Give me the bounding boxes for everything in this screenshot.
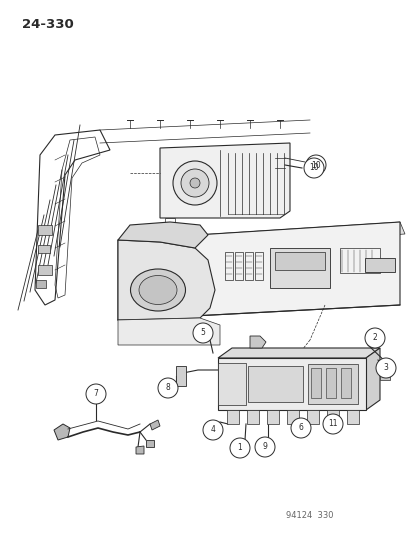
Bar xyxy=(224,252,233,280)
Polygon shape xyxy=(249,336,266,348)
Bar xyxy=(38,245,50,253)
Bar xyxy=(310,368,320,398)
Bar xyxy=(307,364,357,404)
Bar xyxy=(274,252,324,270)
Text: 11: 11 xyxy=(328,419,337,429)
Bar xyxy=(364,258,394,272)
Bar xyxy=(379,368,389,380)
Circle shape xyxy=(202,420,223,440)
Ellipse shape xyxy=(130,269,185,311)
Bar xyxy=(266,410,278,424)
Bar xyxy=(326,410,338,424)
Circle shape xyxy=(322,414,342,434)
Circle shape xyxy=(190,178,199,188)
Text: 9: 9 xyxy=(262,442,267,451)
Bar xyxy=(38,225,52,235)
Text: 10: 10 xyxy=(311,160,320,169)
Bar xyxy=(254,252,262,280)
Text: 5: 5 xyxy=(200,328,205,337)
Text: 2: 2 xyxy=(372,334,377,343)
Bar xyxy=(218,358,365,410)
Bar xyxy=(286,410,298,424)
Polygon shape xyxy=(118,318,219,345)
Text: 10: 10 xyxy=(309,164,318,173)
Text: 4: 4 xyxy=(210,425,215,434)
Circle shape xyxy=(290,418,310,438)
Bar xyxy=(235,252,242,280)
Text: 7: 7 xyxy=(93,390,98,399)
Bar xyxy=(36,280,46,288)
Circle shape xyxy=(180,169,209,197)
Text: 8: 8 xyxy=(165,384,170,392)
Text: 6: 6 xyxy=(298,424,303,432)
Polygon shape xyxy=(365,348,379,410)
Bar xyxy=(306,410,318,424)
Bar xyxy=(38,265,52,275)
Polygon shape xyxy=(118,240,214,320)
Polygon shape xyxy=(118,222,404,252)
Bar xyxy=(244,252,252,280)
Text: 94124  330: 94124 330 xyxy=(285,511,333,520)
Bar xyxy=(325,368,335,398)
Polygon shape xyxy=(118,222,399,320)
Bar xyxy=(226,410,238,424)
Polygon shape xyxy=(146,440,154,447)
Circle shape xyxy=(375,358,395,378)
Circle shape xyxy=(364,328,384,348)
Text: 1: 1 xyxy=(237,443,242,453)
Bar xyxy=(218,363,245,405)
Circle shape xyxy=(230,438,249,458)
Bar xyxy=(176,366,185,386)
Polygon shape xyxy=(218,348,379,358)
Polygon shape xyxy=(54,424,70,440)
Ellipse shape xyxy=(139,276,177,304)
Circle shape xyxy=(173,161,216,205)
Circle shape xyxy=(254,437,274,457)
Circle shape xyxy=(86,384,106,404)
Bar xyxy=(269,248,329,288)
Text: 3: 3 xyxy=(382,364,387,373)
Bar xyxy=(346,410,358,424)
Circle shape xyxy=(305,155,325,175)
Circle shape xyxy=(192,323,212,343)
Bar xyxy=(247,410,259,424)
Polygon shape xyxy=(150,420,159,430)
Bar xyxy=(340,368,350,398)
Polygon shape xyxy=(159,143,289,218)
Polygon shape xyxy=(118,222,207,248)
Circle shape xyxy=(303,158,323,178)
Circle shape xyxy=(158,378,178,398)
Bar xyxy=(339,248,379,273)
Polygon shape xyxy=(136,446,144,454)
Bar xyxy=(247,366,302,402)
Text: 24-330: 24-330 xyxy=(22,18,74,31)
